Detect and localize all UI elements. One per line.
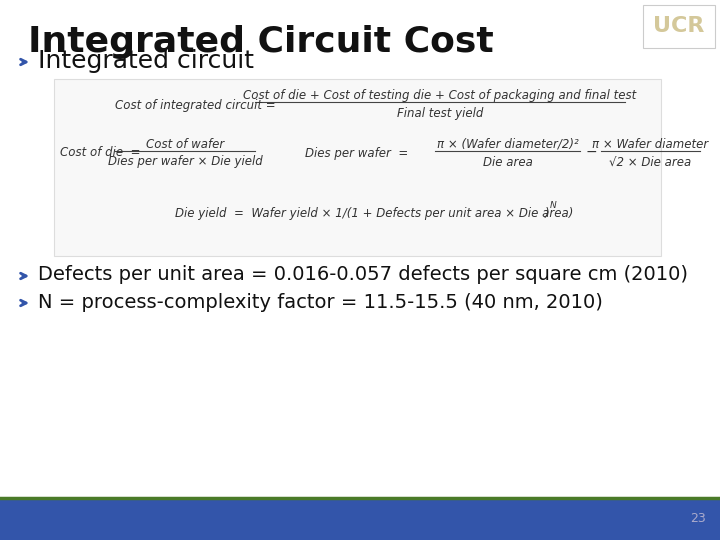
Text: Dies per wafer × Die yield: Dies per wafer × Die yield: [107, 156, 262, 168]
FancyBboxPatch shape: [54, 79, 661, 256]
Text: π × (Wafer diameter/2)²: π × (Wafer diameter/2)²: [437, 138, 579, 151]
Text: Defects per unit area = 0.016-0.057 defects per square cm (2010): Defects per unit area = 0.016-0.057 defe…: [38, 266, 688, 285]
Text: UCR: UCR: [653, 16, 705, 36]
Text: Cost of die + Cost of testing die + Cost of packaging and final test: Cost of die + Cost of testing die + Cost…: [243, 89, 636, 102]
Text: 23: 23: [690, 512, 706, 525]
Text: −: −: [585, 145, 597, 159]
FancyBboxPatch shape: [643, 5, 715, 48]
Text: Cost of integrated circuit =: Cost of integrated circuit =: [115, 98, 276, 111]
Text: Integrated Circuit Cost: Integrated Circuit Cost: [28, 25, 494, 59]
Text: Final test yield: Final test yield: [397, 107, 483, 120]
Text: Cost of wafer: Cost of wafer: [146, 138, 224, 151]
Text: Cost of die  =: Cost of die =: [60, 146, 140, 159]
Text: Dies per wafer  =: Dies per wafer =: [305, 146, 408, 159]
Text: N = process-complexity factor = 11.5-15.5 (40 nm, 2010): N = process-complexity factor = 11.5-15.…: [38, 293, 603, 312]
Text: Die area: Die area: [483, 156, 533, 168]
Text: π × Wafer diameter: π × Wafer diameter: [592, 138, 708, 151]
Text: Integrated circuit: Integrated circuit: [38, 49, 254, 73]
Text: N: N: [550, 201, 557, 211]
Text: Die yield  =  Wafer yield × 1/(1 + Defects per unit area × Die area): Die yield = Wafer yield × 1/(1 + Defects…: [175, 206, 573, 219]
Text: ): ): [545, 206, 549, 219]
Text: √2 × Die area: √2 × Die area: [609, 156, 691, 168]
Bar: [0, 498, 720, 540]
